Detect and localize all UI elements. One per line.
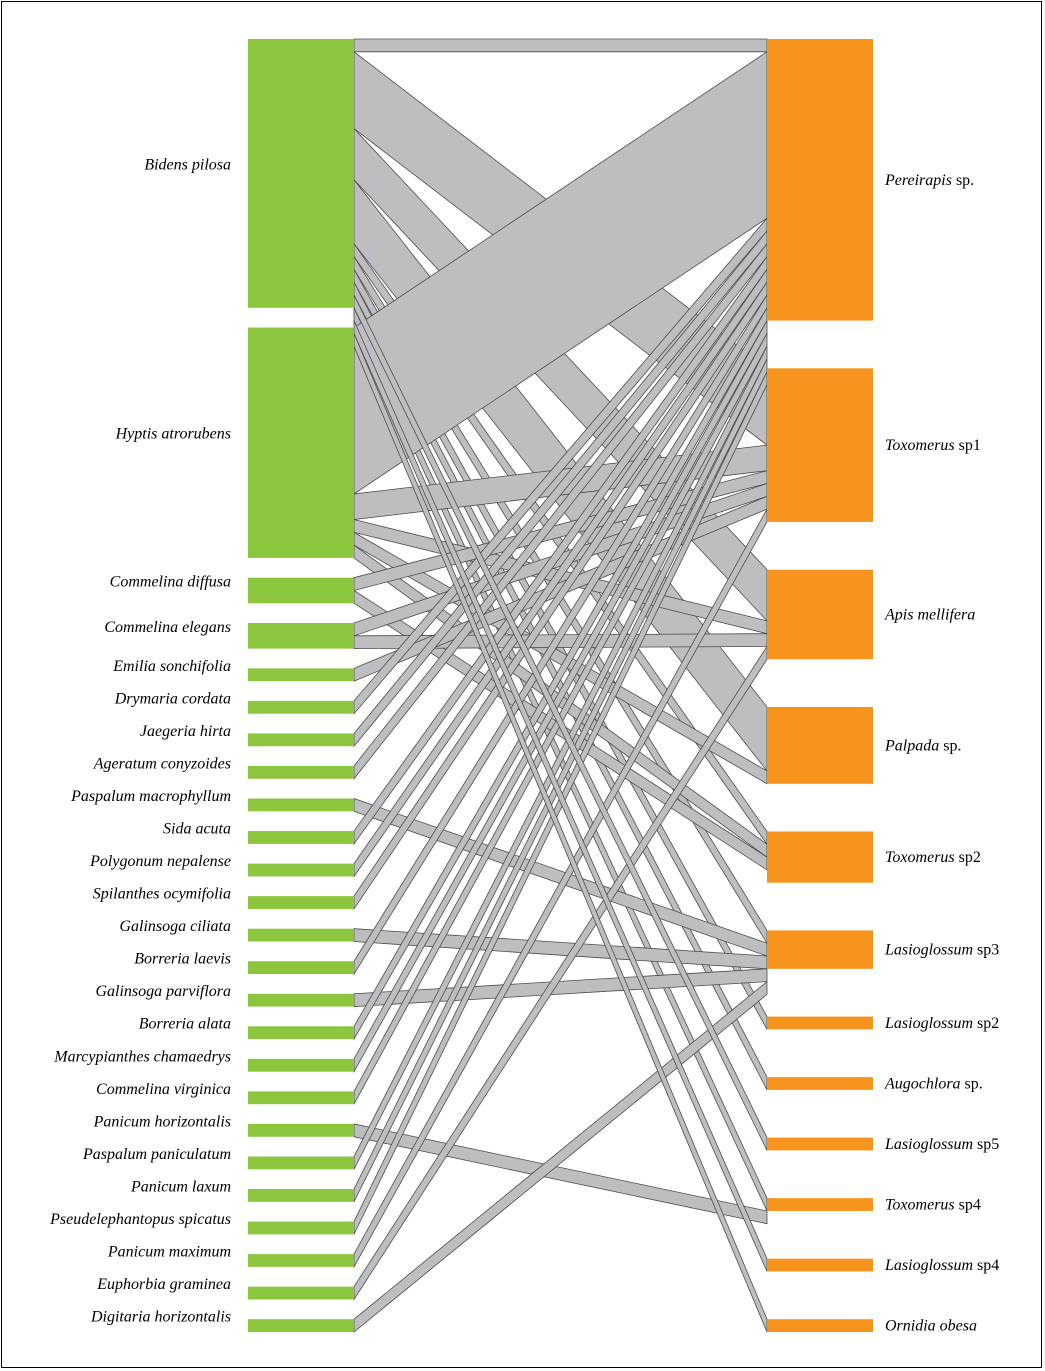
plant-label-bidens-pilosa: Bidens pilosa: [144, 156, 231, 173]
plant-label-commelina-elegans: Commelina elegans: [104, 619, 231, 636]
plant-label-galinsoga-ciliata: Galinsoga ciliata: [119, 918, 231, 935]
plant-bar-bidens-pilosa: [248, 39, 354, 308]
pollinator-label-palpada-sp: Palpada sp.: [884, 737, 961, 754]
plant-bar-emilia-sonchifolia: [248, 668, 354, 682]
plant-bar-panicum-maximum: [248, 1254, 354, 1267]
pollinator-bar-toxomerus-sp1: [767, 368, 873, 522]
plant-label-panicum-horizontalis: Panicum horizontalis: [93, 1113, 231, 1130]
plant-label-paspalum-macrophyllum: Paspalum macrophyllum: [70, 788, 231, 805]
plant-label-commelina-diffusa: Commelina diffusa: [110, 573, 231, 590]
pollinator-bar-pereirapis-sp: [767, 39, 873, 321]
pollinator-label-lasioglossum-sp4: Lasioglossum sp4: [884, 1257, 999, 1274]
plant-label-ageratum-conyzoides: Ageratum conyzoides: [93, 755, 231, 772]
plant-label-borreria-laevis: Borreria laevis: [134, 951, 231, 968]
plant-bar-marcypianthes-chamaedrys: [248, 1058, 354, 1072]
pollinator-label-toxomerus-sp2: Toxomerus sp2: [885, 849, 981, 866]
plant-bar-euphorbia-graminea: [248, 1286, 354, 1300]
plant-bar-panicum-laxum: [248, 1189, 354, 1202]
plant-bar-galinsoga-ciliata: [248, 928, 354, 942]
plant-label-paspalum-paniculatum: Paspalum paniculatum: [82, 1146, 231, 1163]
plant-label-hyptis-atrorubens: Hyptis atrorubens: [115, 426, 231, 443]
pollinator-label-pereirapis-sp: Pereirapis sp.: [884, 172, 974, 189]
pollinator-bar-augochlora-sp: [767, 1077, 873, 1090]
plant-label-digitaria-horizontalis: Digitaria horizontalis: [90, 1309, 231, 1326]
plant-bar-panicum-horizontalis: [248, 1123, 354, 1137]
pollinator-bar-palpada-sp: [767, 706, 873, 784]
pollinator-bar-lasioglossum-sp5: [767, 1137, 873, 1151]
plant-bar-sida-acuta: [248, 831, 354, 844]
pollinator-column: [767, 39, 873, 1332]
pollinator-bar-toxomerus-sp2: [767, 831, 873, 883]
interaction-links: [353, 38, 768, 1333]
interaction-link: [353, 38, 768, 53]
plant-label-jaegeria-hirta: Jaegeria hirta: [140, 723, 231, 740]
species-labels: Bidens pilosa Hyptis atrorubens Commelina …: [49, 156, 999, 1334]
plant-label-pseudelephantopus-spicatus: Pseudelephantopus spicatus: [49, 1211, 231, 1228]
plant-bar-commelina-diffusa: [248, 577, 354, 604]
pollinator-bar-lasioglossum-sp2: [767, 1016, 873, 1030]
plant-label-panicum-maximum: Panicum maximum: [107, 1244, 231, 1261]
plant-bar-paspalum-paniculatum: [248, 1156, 354, 1170]
plant-bar-polygonum-nepalense: [248, 863, 354, 877]
plant-bar-commelina-virginica: [248, 1091, 354, 1105]
plant-column: [248, 39, 354, 1332]
pollinator-label-ornidia-obesa: Ornidia obesa: [885, 1318, 977, 1335]
plant-bar-borreria-alata: [248, 1026, 354, 1040]
plant-label-euphorbia-graminea: Euphorbia graminea: [96, 1276, 231, 1293]
plant-bar-galinsoga-parviflora: [248, 993, 354, 1007]
pollinator-label-toxomerus-sp4: Toxomerus sp4: [885, 1197, 981, 1214]
pollinator-label-augochlora-sp: Augochlora sp.: [884, 1075, 983, 1092]
plant-bar-commelina-elegans: [248, 623, 354, 649]
plant-bar-digitaria-horizontalis: [248, 1319, 354, 1332]
plant-bar-spilanthes-ocymifolia: [248, 896, 354, 909]
plant-label-galinsoga-parviflora: Galinsoga parviflora: [95, 983, 231, 1000]
pollinator-bar-lasioglossum-sp3: [767, 930, 873, 969]
plant-label-sida-acuta: Sida acuta: [163, 820, 231, 837]
plant-label-panicum-laxum: Panicum laxum: [130, 1178, 231, 1195]
pollinator-label-lasioglossum-sp2: Lasioglossum sp2: [884, 1015, 999, 1032]
plant-bar-pseudelephantopus-spicatus: [248, 1221, 354, 1235]
plant-bar-borreria-laevis: [248, 961, 354, 975]
plant-bar-hyptis-atrorubens: [248, 327, 354, 558]
plant-label-polygonum-nepalense: Polygonum nepalense: [89, 853, 231, 870]
pollinator-bar-lasioglossum-sp4: [767, 1258, 873, 1272]
plant-label-spilanthes-ocymifolia: Spilanthes ocymifolia: [93, 886, 231, 903]
pollinator-label-apis-mellifera: Apis mellifera: [884, 606, 975, 623]
plant-label-commelina-virginica: Commelina virginica: [96, 1081, 231, 1098]
pollinator-bar-apis-mellifera: [767, 569, 873, 660]
plant-bar-ageratum-conyzoides: [248, 765, 354, 779]
plant-bar-drymaria-cordata: [248, 700, 354, 714]
plant-label-borreria-alata: Borreria alata: [139, 1016, 231, 1033]
plant-bar-paspalum-macrophyllum: [248, 798, 354, 812]
plant-label-drymaria-cordata: Drymaria cordata: [114, 690, 231, 707]
pollinator-bar-ornidia-obesa: [767, 1319, 873, 1332]
plant-label-emilia-sonchifolia: Emilia sonchifolia: [112, 658, 231, 675]
pollinator-bar-toxomerus-sp4: [767, 1198, 873, 1211]
plant-label-marcypianthes-chamaedrys: Marcypianthes chamaedrys: [53, 1048, 231, 1065]
pollinator-label-lasioglossum-sp3: Lasioglossum sp3: [884, 942, 999, 959]
pollinator-label-toxomerus-sp1: Toxomerus sp1: [885, 437, 981, 454]
pollinator-label-lasioglossum-sp5: Lasioglossum sp5: [884, 1136, 999, 1153]
plant-bar-jaegeria-hirta: [248, 733, 354, 747]
